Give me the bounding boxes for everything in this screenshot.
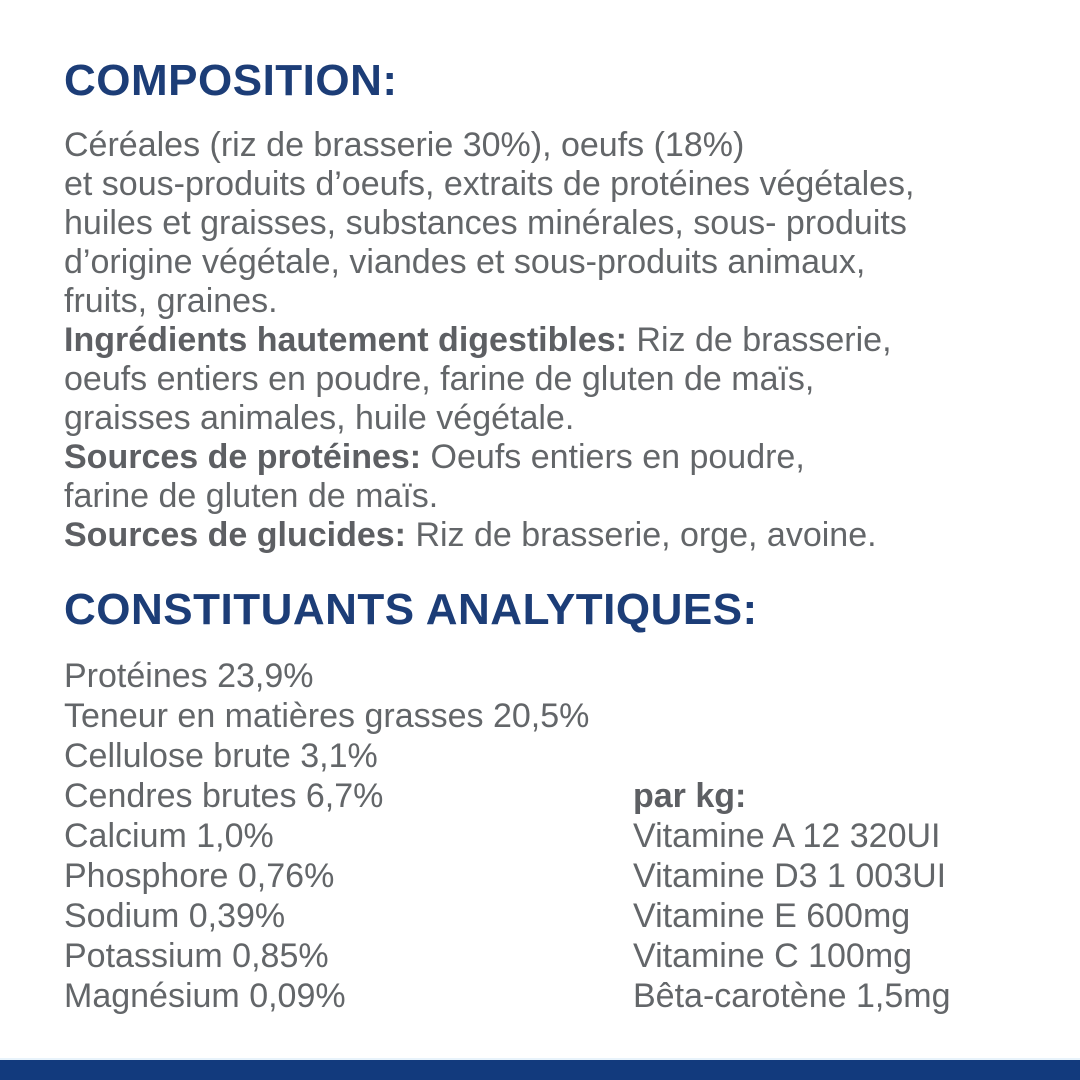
analytical-item: Magnésium 0,09%	[64, 977, 346, 1015]
analytical-item: Protéines 23,9%	[64, 657, 314, 695]
analytical-item: Cendres brutes 6,7%	[64, 777, 384, 815]
composition-title: COMPOSITION:	[64, 56, 398, 105]
text-line: Sources de protéines: Oeufs entiers en p…	[64, 438, 1054, 477]
text-line: Ingrédients hautement digestibles: Riz d…	[64, 321, 1054, 360]
section-rest: Riz de brasserie,	[626, 321, 892, 359]
per-kg-item: Vitamine D3 1 003UI	[633, 857, 947, 895]
section-rest: Oeufs entiers en poudre,	[421, 438, 805, 476]
text-line: Céréales (riz de brasserie 30%), oeufs (…	[64, 126, 745, 164]
per-kg-item: Vitamine A 12 320UI	[633, 817, 941, 855]
analytical-item: Cellulose brute 3,1%	[64, 737, 378, 775]
text-line: fruits, graines.	[64, 282, 278, 320]
text-line: et sous-produits d’oeufs, extraits de pr…	[64, 165, 915, 203]
composition-paragraph: Céréales (riz de brasserie 30%), oeufs (…	[64, 126, 1054, 555]
per-kg-item: Bêta-carotène 1,5mg	[633, 977, 951, 1015]
analytical-title: CONSTITUANTS ANALYTIQUES:	[64, 585, 758, 634]
text-line: graisses animales, huile végétale.	[64, 399, 575, 437]
analytical-item: Sodium 0,39%	[64, 897, 286, 935]
text-line: oeufs entiers en poudre, farine de glute…	[64, 360, 815, 398]
text-line: farine de gluten de maïs.	[64, 477, 439, 515]
section-lead: Ingrédients hautement digestibles:	[64, 321, 627, 359]
footer-brand-bar	[0, 1058, 1080, 1080]
analytical-item: Teneur en matières grasses 20,5%	[64, 697, 590, 735]
text-line: d’origine végétale, viandes et sous-prod…	[64, 243, 866, 281]
analytical-values: Protéines 23,9% Teneur en matières grass…	[64, 656, 589, 1016]
section-lead: Sources de protéines:	[64, 438, 422, 476]
analytical-item: Phosphore 0,76%	[64, 857, 335, 895]
per-kg-values: par kg: Vitamine A 12 320UI Vitamine D3 …	[633, 776, 951, 1016]
text-line: huiles et graisses, substances minérales…	[64, 204, 907, 242]
text-line: Sources de glucides: Riz de brasserie, o…	[64, 516, 1054, 555]
section-rest: Riz de brasserie, orge, avoine.	[406, 516, 877, 554]
per-kg-item: Vitamine E 600mg	[633, 897, 911, 935]
analytical-item: Potassium 0,85%	[64, 937, 329, 975]
per-kg-item: Vitamine C 100mg	[633, 937, 913, 975]
per-kg-title: par kg:	[633, 777, 747, 815]
analytical-item: Calcium 1,0%	[64, 817, 274, 855]
section-lead: Sources de glucides:	[64, 516, 406, 554]
